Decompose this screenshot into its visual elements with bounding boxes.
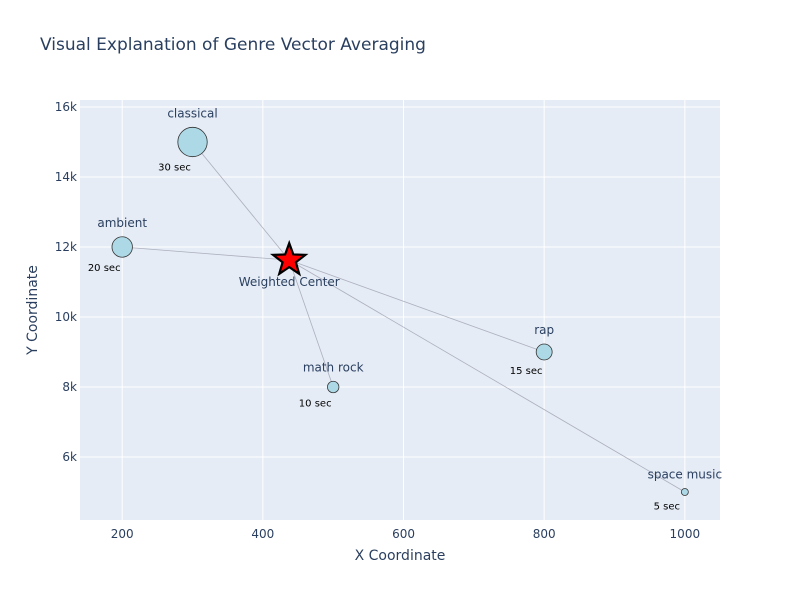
- genre-label: classical: [167, 106, 217, 120]
- y-tick-label: 6k: [62, 450, 77, 464]
- genre-point: [680, 488, 689, 496]
- connector-line: [289, 259, 545, 353]
- genre-point: [177, 126, 208, 158]
- x-tick-label: 200: [111, 527, 134, 541]
- y-tick-label: 10k: [55, 310, 77, 324]
- x-axis-title: X Coordinate: [355, 548, 446, 564]
- weighted-center: Weighted Center: [239, 239, 340, 289]
- duration-label: 5 sec: [654, 502, 680, 513]
- duration-label: 10 sec: [299, 399, 332, 410]
- duration-label: 30 sec: [158, 163, 191, 174]
- x-tick-label: 400: [251, 527, 274, 541]
- y-axis-title: Y Coordinate: [25, 265, 41, 356]
- axis-ticks: 200 400 600 800 1000 6k 8k 10k 12k 14k 16k: [55, 100, 700, 541]
- y-tick-label: 8k: [62, 380, 77, 394]
- genre-label: rap: [534, 323, 554, 337]
- genre-point: [327, 380, 340, 394]
- connector-line: [122, 246, 290, 261]
- connector-lines: [122, 141, 686, 493]
- genre-point: [111, 236, 133, 258]
- duration-label: 15 sec: [510, 366, 543, 377]
- x-tick-label: 800: [533, 527, 556, 541]
- connector-line: [289, 259, 686, 493]
- genre-point: [535, 343, 553, 361]
- chart-title: Visual Explanation of Genre Vector Avera…: [40, 35, 426, 55]
- connector-line: [288, 259, 334, 388]
- genre-label: math rock: [303, 360, 364, 374]
- weighted-center-star: [269, 239, 309, 277]
- y-tick-label: 16k: [55, 100, 77, 114]
- y-tick-label: 12k: [55, 240, 77, 254]
- y-tick-label: 14k: [55, 170, 77, 184]
- genre-label: ambient: [97, 216, 147, 230]
- weighted-center-label: Weighted Center: [239, 275, 340, 289]
- x-tick-label: 1000: [670, 527, 701, 541]
- x-tick-label: 600: [392, 527, 415, 541]
- genre-points: classical 30 sec ambient 20 sec rap 15 sec mat…: [88, 106, 722, 512]
- grid-lines: [80, 100, 720, 520]
- connector-line: [192, 141, 290, 261]
- genre-label: space music: [648, 468, 723, 482]
- duration-label: 20 sec: [88, 263, 121, 274]
